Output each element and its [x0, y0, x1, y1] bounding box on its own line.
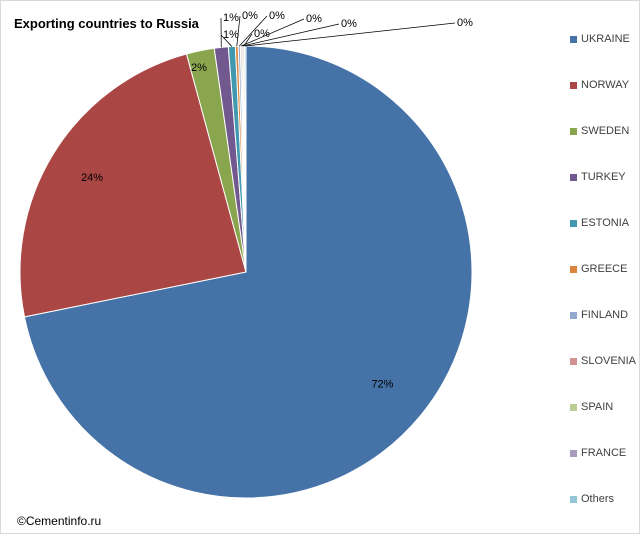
legend-item-spain: SPAIN	[570, 399, 636, 445]
data-label-finland: 0%	[269, 10, 285, 22]
data-label-france: 0%	[254, 28, 270, 40]
legend-item-slovenia: SLOVENIA	[570, 353, 636, 399]
legend-label: NORWAY	[581, 77, 629, 93]
copyright-text: ©Cementinfo.ru	[17, 514, 101, 528]
legend-swatch	[570, 128, 577, 135]
legend-label: TURKEY	[581, 169, 626, 185]
legend-item-ukraine: UKRAINE	[570, 31, 636, 77]
legend-item-greece: GREECE	[570, 261, 636, 307]
legend-label: FINLAND	[581, 307, 628, 323]
data-label-ukraine: 72%	[371, 379, 393, 391]
legend-label: GREECE	[581, 261, 627, 277]
data-label-spain: 0%	[341, 18, 357, 30]
legend-item-turkey: TURKEY	[570, 169, 636, 215]
data-label-turkey: 1%	[223, 12, 239, 24]
legend-item-finland: FINLAND	[570, 307, 636, 353]
data-label-slovenia: 0%	[306, 13, 322, 25]
legend-label: FRANCE	[581, 445, 626, 461]
legend-swatch	[570, 312, 577, 319]
legend-label: UKRAINE	[581, 31, 630, 47]
legend-label: SWEDEN	[581, 123, 629, 139]
legend-label: Others	[581, 491, 614, 507]
data-label-sweden: 2%	[191, 62, 207, 74]
leader-line-slovenia	[241, 19, 304, 46]
data-label-greece: 0%	[242, 10, 258, 22]
legend-item-others: Others	[570, 491, 636, 537]
data-label-others: 0%	[457, 17, 473, 29]
legend-swatch	[570, 82, 577, 89]
legend-swatch	[570, 266, 577, 273]
legend-label: SLOVENIA	[581, 353, 636, 369]
legend-item-france: FRANCE	[570, 445, 636, 491]
legend-swatch	[570, 450, 577, 457]
legend-swatch	[570, 404, 577, 411]
data-label-norway: 24%	[81, 172, 103, 184]
legend-swatch	[570, 496, 577, 503]
legend-label: ESTONIA	[581, 215, 629, 231]
legend-swatch	[570, 174, 577, 181]
legend-swatch	[570, 358, 577, 365]
legend-label: SPAIN	[581, 399, 613, 415]
legend-swatch	[570, 36, 577, 43]
legend-item-sweden: SWEDEN	[570, 123, 636, 169]
data-label-estonia: 1%	[223, 29, 239, 41]
legend-item-norway: NORWAY	[570, 77, 636, 123]
legend: UKRAINE NORWAY SWEDEN TURKEY ESTONIA GREECE FI…	[570, 31, 636, 537]
legend-swatch	[570, 220, 577, 227]
legend-item-estonia: ESTONIA	[570, 215, 636, 261]
